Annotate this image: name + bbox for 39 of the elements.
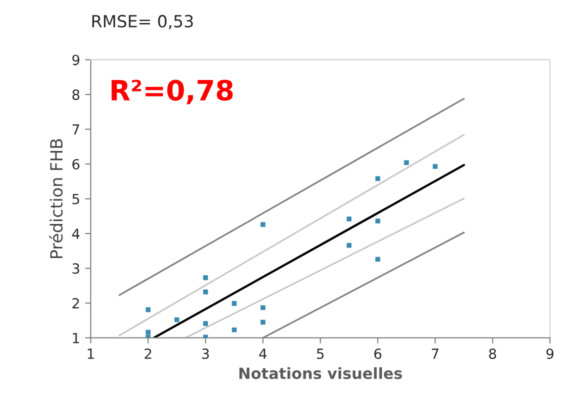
y-tick-label: 3	[72, 263, 80, 274]
point	[404, 160, 409, 166]
point	[346, 242, 352, 248]
point	[346, 216, 352, 222]
point	[232, 327, 237, 332]
y-tick-label: 4	[72, 228, 80, 239]
chart-title: RMSE= 0,53	[92, 14, 193, 30]
y-tick-label: 7	[72, 124, 80, 135]
point	[260, 305, 266, 310]
y-tick-label: 9	[72, 54, 80, 66]
y-tick-label: 5	[72, 194, 80, 204]
y-axis-title: Prédiction FHB	[49, 139, 63, 258]
y-tick-label: 1	[72, 332, 80, 344]
point	[260, 222, 266, 227]
x-tick-label: 3	[202, 348, 209, 360]
annotation: R²=0,78	[112, 80, 233, 104]
point	[203, 275, 208, 280]
x-axis-title: Notations visuelles	[239, 367, 402, 380]
point	[203, 321, 208, 326]
point	[375, 218, 380, 224]
x-tick-label: 6	[374, 348, 382, 360]
x-tick-label: 8	[489, 348, 496, 360]
x-tick-label: 1	[88, 348, 94, 359]
point	[146, 330, 151, 335]
point	[146, 307, 151, 312]
point	[232, 301, 237, 306]
x-tick-label: 4	[259, 348, 267, 359]
point	[260, 320, 266, 325]
point	[203, 334, 208, 338]
x-tick-label: 2	[144, 348, 152, 359]
x-tick-label: 9	[546, 348, 554, 360]
x-tick-label: 5	[317, 348, 324, 360]
point	[432, 164, 438, 169]
point	[375, 176, 380, 182]
y-tick-label: 8	[72, 89, 80, 100]
y-tick-label: 2	[72, 298, 79, 308]
x-tick-label: 7	[432, 348, 438, 359]
y-tick-label: 6	[72, 158, 80, 170]
point	[203, 290, 208, 294]
